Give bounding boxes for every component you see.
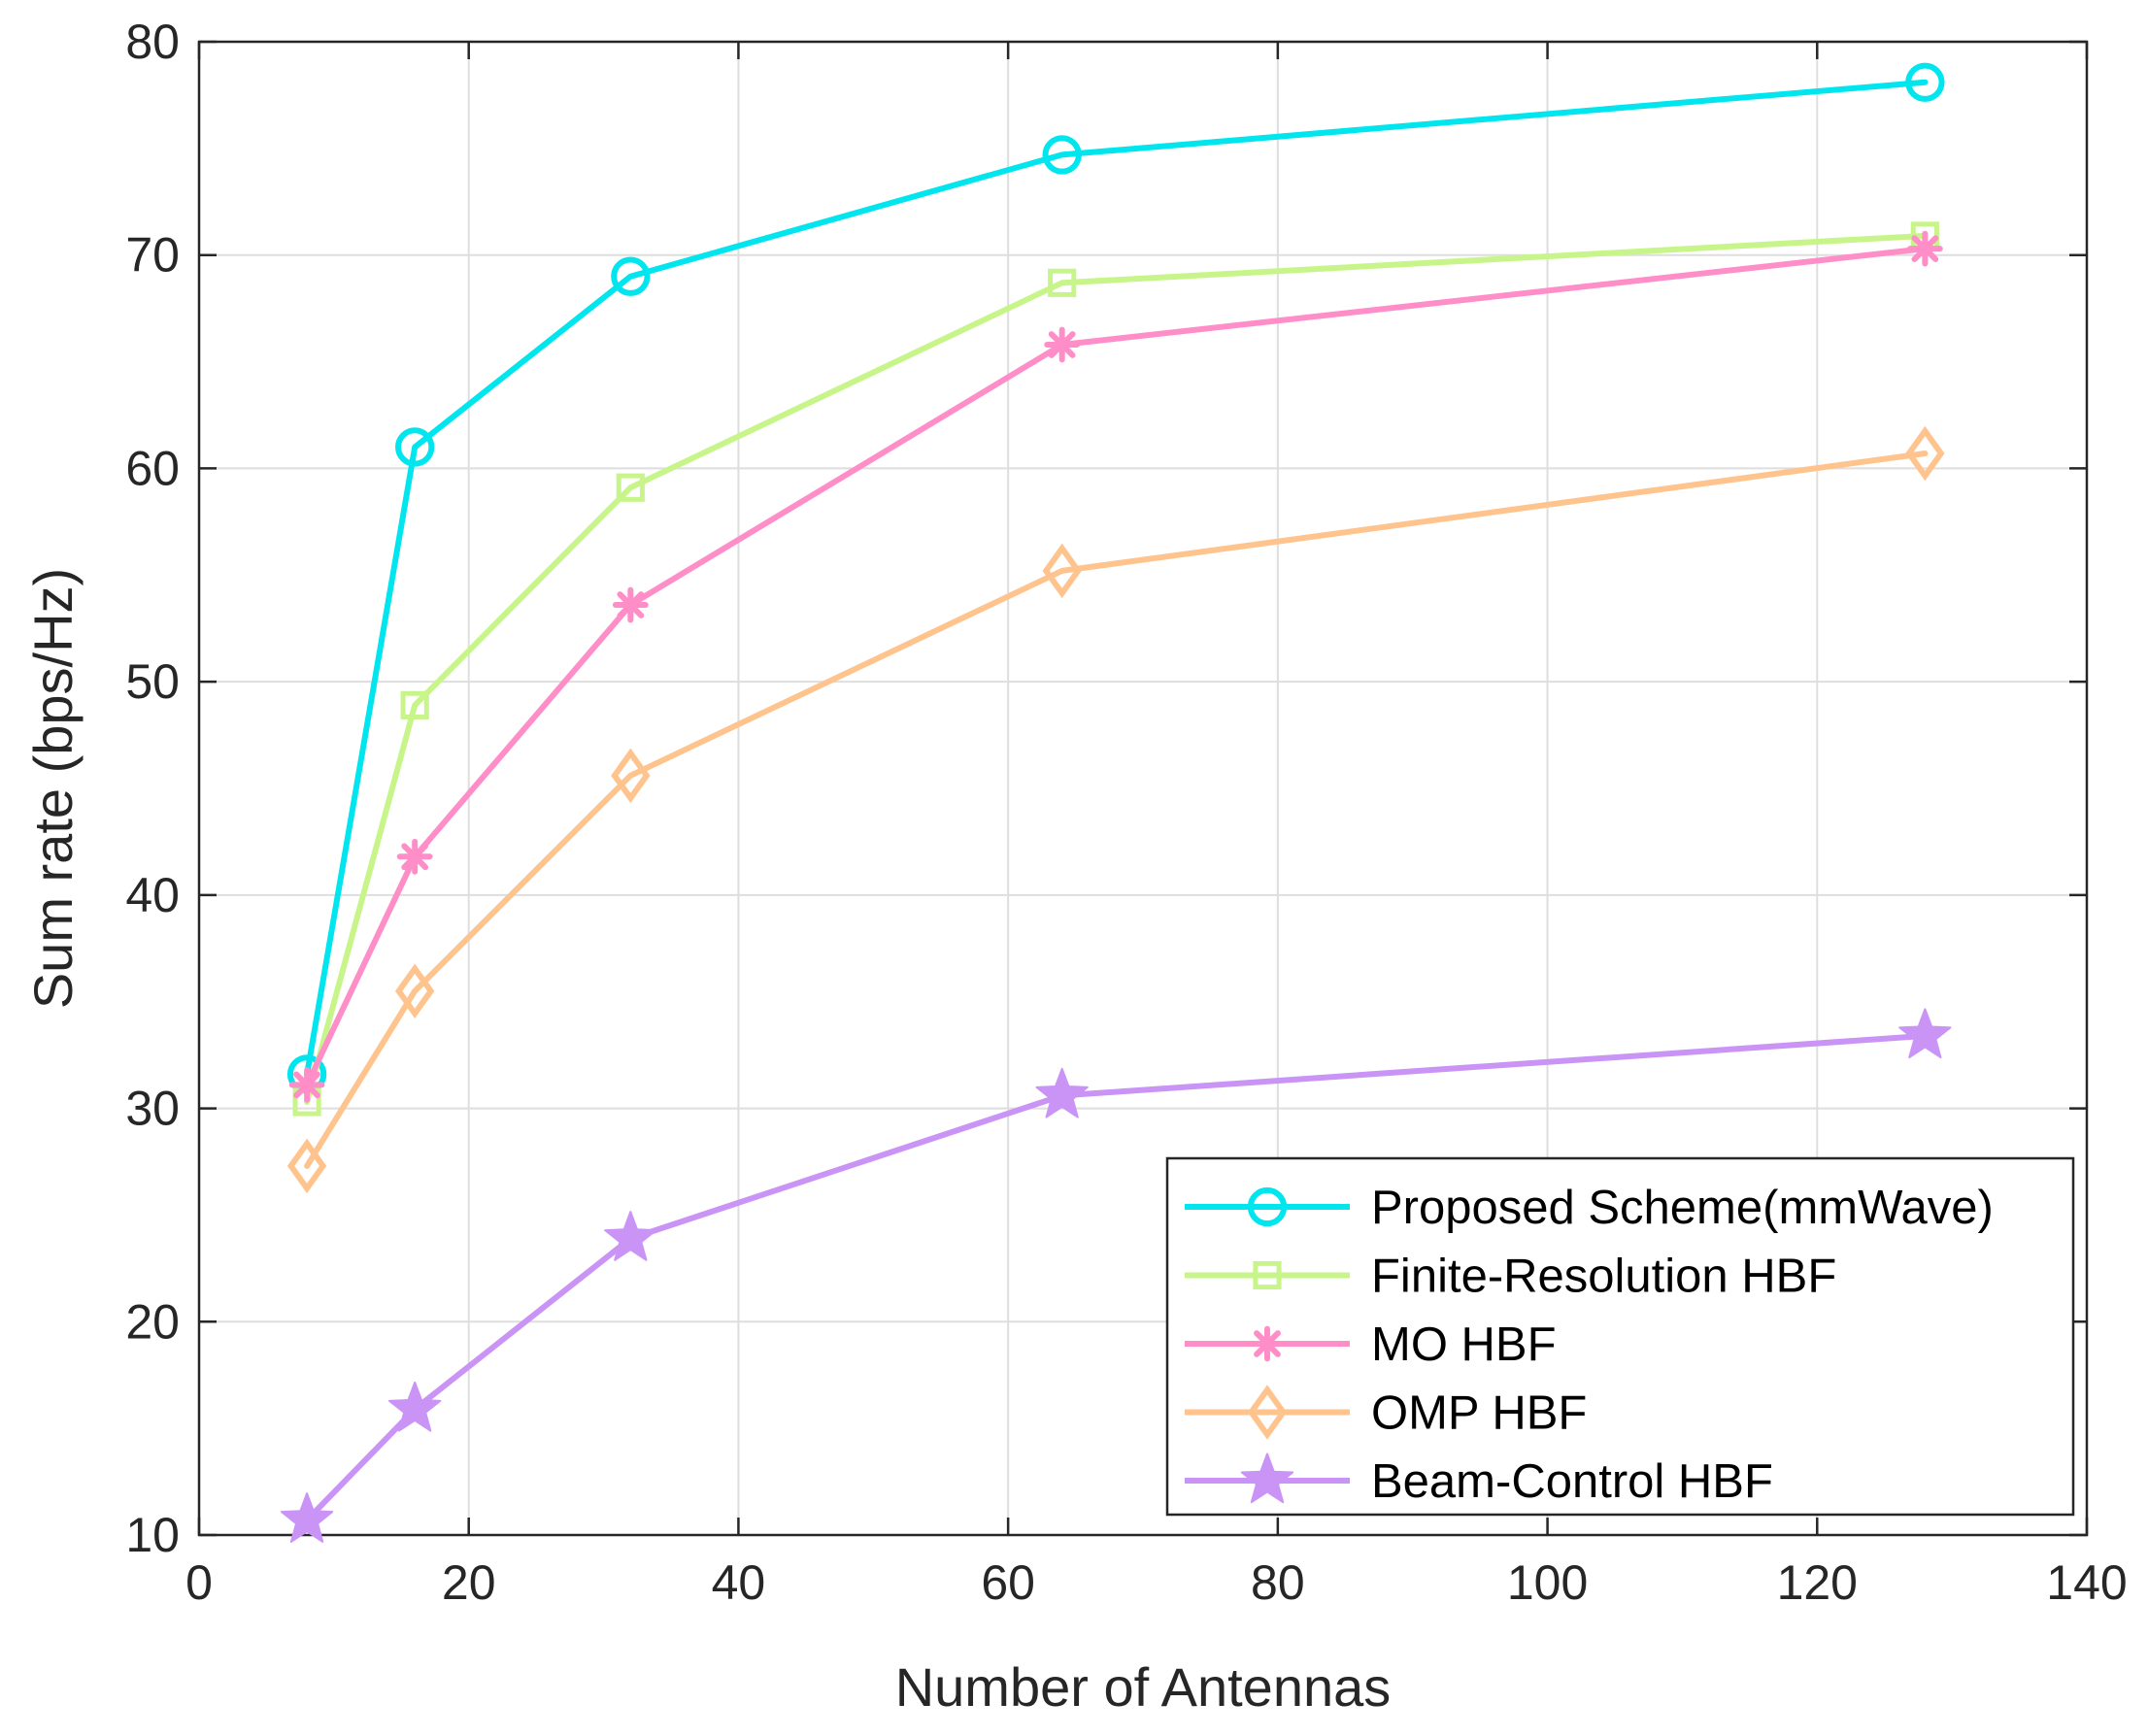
plot-frame	[197, 40, 2089, 1537]
star-marker	[1240, 1452, 1294, 1504]
legend-label: OMP HBF	[1371, 1387, 1587, 1440]
y-tick-label: 10	[125, 1508, 180, 1562]
x-tick-label: 40	[712, 1555, 766, 1610]
star-marker	[1898, 1008, 1952, 1059]
x-tick-label: 0	[185, 1555, 213, 1610]
legend-item: OMP HBF	[1185, 1385, 1587, 1440]
x-tick-label: 100	[1507, 1555, 1588, 1610]
legend-item: MO HBF	[1185, 1319, 1557, 1371]
legend-item: Beam-Control HBF	[1185, 1452, 1773, 1508]
asterisk-stroke	[401, 843, 429, 871]
diamond-marker	[1247, 1385, 1288, 1440]
legend: Proposed Scheme(mmWave) Finite-Resolution…	[1165, 1156, 2075, 1517]
asterisk-marker	[396, 838, 433, 875]
square-marker	[1048, 268, 1077, 297]
diamond-marker	[611, 748, 651, 804]
square-marker	[616, 473, 645, 502]
y-tick-label: 70	[125, 228, 180, 283]
star-marker	[604, 1211, 657, 1261]
circle-marker	[1247, 1186, 1288, 1227]
asterisk-marker	[1044, 326, 1081, 363]
legend-label: Proposed Scheme(mmWave)	[1371, 1182, 1994, 1234]
series-beam-control-hbf	[280, 1008, 1952, 1543]
star-marker	[388, 1381, 442, 1432]
asterisk-stroke	[1254, 1330, 1281, 1357]
y-tick-label: 30	[125, 1082, 180, 1136]
x-tick-label: 20	[442, 1555, 496, 1610]
legend-item: Proposed Scheme(mmWave)	[1185, 1182, 1994, 1234]
y-tick-label: 20	[125, 1294, 180, 1349]
y-tick-label: 50	[125, 654, 180, 709]
diamond-marker	[286, 1138, 327, 1194]
asterisk-stroke	[1911, 235, 1939, 263]
x-tick-label: 140	[2046, 1555, 2127, 1610]
square-marker	[1253, 1260, 1282, 1290]
star-marker	[1035, 1067, 1089, 1118]
asterisk-marker	[1249, 1325, 1286, 1362]
diamond-marker	[1042, 543, 1082, 599]
circle-marker	[1905, 62, 1945, 102]
asterisk-marker	[1906, 230, 1943, 267]
legend-box	[1165, 1156, 2075, 1517]
asterisk-stroke	[617, 591, 645, 618]
axis-ticks: 0 20 40 60 80 100 120 140 10 20 30 40 50 60 70 80	[125, 15, 2127, 1610]
series-line	[304, 246, 1929, 1088]
asterisk-marker	[288, 1067, 325, 1103]
asterisk-stroke	[293, 1071, 320, 1099]
asterisk-stroke	[1048, 331, 1076, 358]
x-axis-label: Number of Antennas	[895, 1656, 1392, 1718]
x-tick-label: 60	[981, 1555, 1035, 1610]
legend-label: Beam-Control HBF	[1371, 1455, 1773, 1508]
circle-marker	[611, 256, 651, 296]
series-line	[304, 451, 1929, 1169]
series-finite-resolution-hbf	[292, 221, 1939, 1117]
legend-item: Finite-Resolution HBF	[1185, 1251, 1836, 1303]
series-omp-hbf	[286, 425, 1945, 1194]
y-tick-label: 60	[125, 441, 180, 495]
x-tick-label: 120	[1777, 1555, 1858, 1610]
circle-marker	[395, 427, 435, 467]
y-tick-label: 40	[125, 868, 180, 922]
diamond-marker	[1905, 425, 1945, 482]
legend-label: MO HBF	[1371, 1319, 1557, 1371]
asterisk-marker	[612, 586, 649, 623]
y-tick-label: 80	[125, 15, 180, 69]
square-marker	[400, 690, 429, 719]
diamond-marker	[394, 963, 435, 1018]
series-line	[304, 79, 1929, 1078]
series-line	[304, 232, 1929, 1105]
series-mo-hbf	[288, 230, 1943, 1103]
grid	[199, 42, 2087, 1535]
star-marker	[280, 1492, 334, 1543]
circle-marker	[1042, 135, 1082, 175]
x-tick-label: 80	[1251, 1555, 1305, 1610]
series-group	[280, 62, 1952, 1543]
y-axis-label: Sum rate (bps/Hz)	[22, 568, 84, 1009]
legend-label: Finite-Resolution HBF	[1371, 1251, 1836, 1303]
